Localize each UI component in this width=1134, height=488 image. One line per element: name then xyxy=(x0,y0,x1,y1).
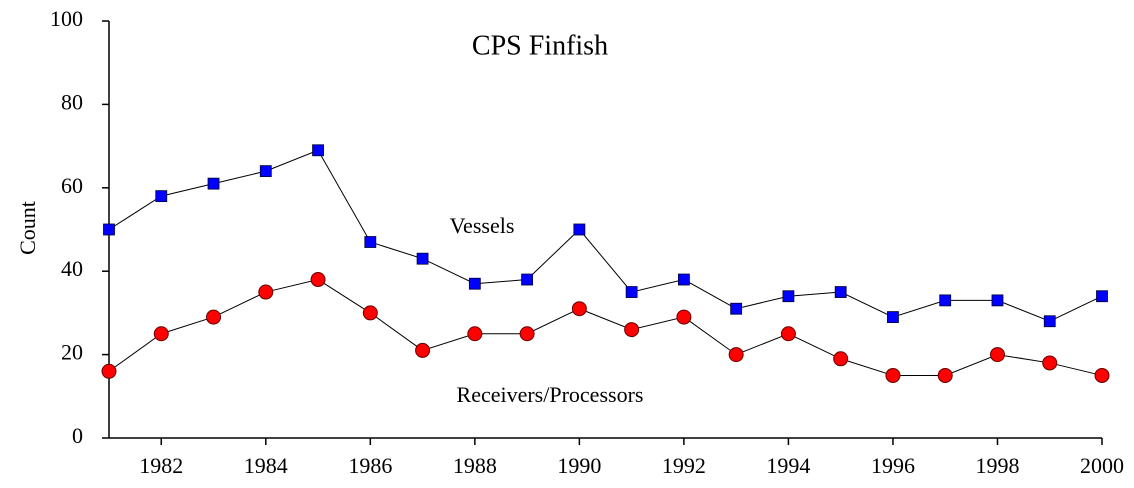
marker xyxy=(676,309,692,325)
marker xyxy=(258,284,274,300)
marker xyxy=(153,326,169,342)
marker xyxy=(1042,355,1058,371)
marker xyxy=(155,190,168,203)
x-tick-label: 1998 xyxy=(975,453,1019,478)
marker xyxy=(780,326,796,342)
marker xyxy=(467,326,483,342)
y-tick-label: 0 xyxy=(72,423,83,448)
chart-title: CPS Finfish xyxy=(472,30,608,61)
marker xyxy=(625,286,638,298)
series-label: Vessels xyxy=(450,213,515,238)
marker xyxy=(730,302,743,315)
y-axis-label: Count xyxy=(15,201,40,255)
marker xyxy=(519,326,535,342)
marker xyxy=(677,273,690,286)
y-tick-label: 100 xyxy=(50,6,83,31)
marker xyxy=(573,223,586,236)
marker xyxy=(364,236,377,248)
marker xyxy=(415,342,431,358)
y-tick-label: 80 xyxy=(61,89,83,114)
marker xyxy=(937,367,953,383)
x-tick-label: 1984 xyxy=(244,453,288,478)
marker xyxy=(206,309,222,325)
series-label: Receivers/Processors xyxy=(457,382,644,407)
y-tick-label: 60 xyxy=(61,173,83,198)
marker xyxy=(1096,290,1108,303)
marker xyxy=(362,305,378,321)
x-tick-label: 1988 xyxy=(453,453,497,478)
marker xyxy=(101,363,117,379)
marker xyxy=(834,286,847,298)
x-tick-label: 1986 xyxy=(348,453,392,478)
x-tick-label: 1994 xyxy=(766,453,810,478)
marker xyxy=(416,252,429,265)
marker xyxy=(782,290,795,303)
x-tick-label: 1996 xyxy=(871,453,915,478)
marker xyxy=(989,347,1005,363)
marker xyxy=(1094,367,1110,383)
marker xyxy=(103,223,115,236)
marker xyxy=(887,311,899,323)
x-tick-label: 1990 xyxy=(557,453,601,478)
marker xyxy=(833,351,849,367)
x-tick-label: 2000 xyxy=(1080,453,1124,478)
marker xyxy=(885,367,901,383)
marker xyxy=(312,144,324,157)
x-tick-label: 1982 xyxy=(139,453,183,478)
marker xyxy=(207,177,220,190)
marker xyxy=(991,294,1004,307)
marker xyxy=(1043,315,1056,328)
series-line xyxy=(108,279,1103,376)
marker xyxy=(571,301,587,317)
x-tick-label: 1992 xyxy=(662,453,706,478)
marker xyxy=(468,277,481,290)
y-tick-label: 20 xyxy=(61,340,83,365)
marker xyxy=(624,322,640,338)
marker xyxy=(521,273,534,286)
marker xyxy=(259,165,272,178)
marker xyxy=(728,347,744,363)
marker xyxy=(310,272,326,288)
y-tick-label: 40 xyxy=(61,256,83,281)
series-line xyxy=(108,149,1103,322)
marker xyxy=(939,294,952,307)
